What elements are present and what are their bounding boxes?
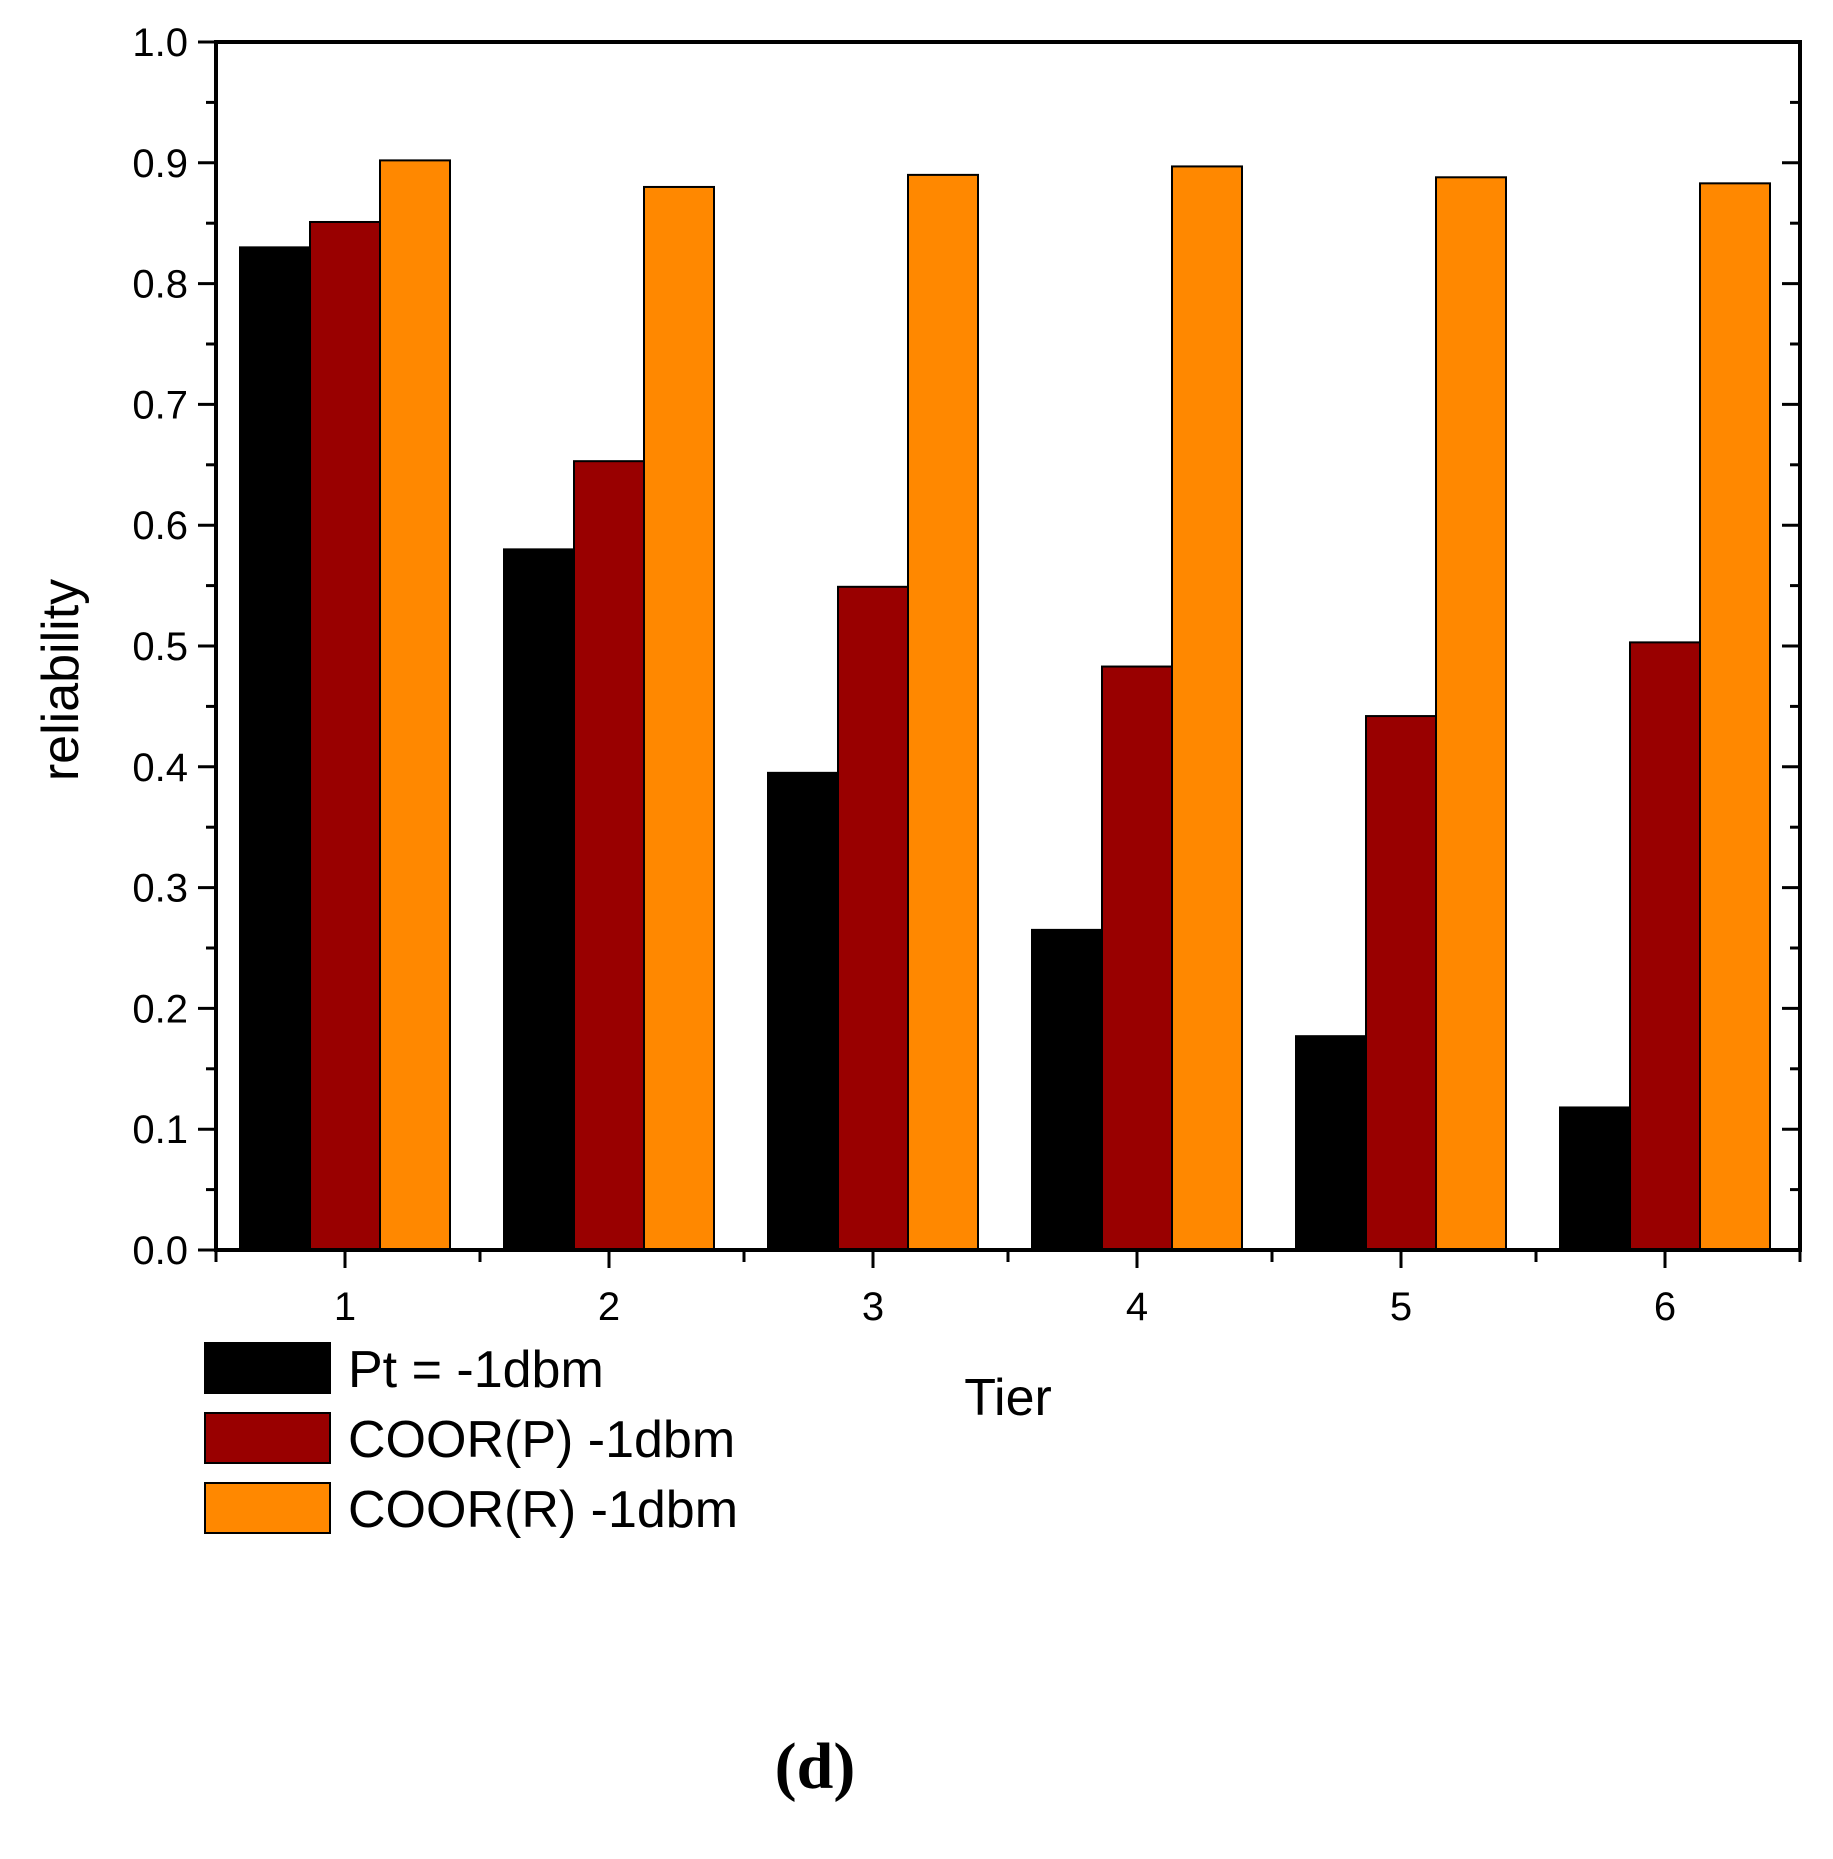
x-tick-label: 3: [862, 1285, 884, 1329]
y-tick-label: 0.0: [132, 1229, 188, 1273]
x-tick-label: 6: [1654, 1285, 1676, 1329]
bar-series-3-tier-6: [1699, 182, 1771, 1251]
y-tick-label: 0.5: [132, 625, 188, 669]
bar-series-2-tier-2: [573, 460, 645, 1251]
bar-series-1-tier-3: [767, 771, 839, 1252]
bar-series-3-tier-5: [1435, 176, 1507, 1251]
bar-series-1-tier-5: [1295, 1035, 1367, 1251]
y-tick-label: 0.3: [132, 867, 188, 911]
y-tick-label: 0.6: [132, 504, 188, 548]
bar-series-3-tier-3: [907, 173, 979, 1251]
legend-swatch-series-3: [204, 1482, 331, 1534]
legend-label-series-1: Pt = -1dbm: [348, 1341, 604, 1399]
bar-series-3-tier-4: [1171, 165, 1243, 1252]
bar-series-2-tier-1: [309, 220, 381, 1252]
legend-label-series-2: COOR(P) -1dbm: [348, 1411, 735, 1469]
bar-series-1-tier-4: [1031, 928, 1103, 1251]
y-axis-title: reliability: [32, 579, 90, 781]
bar-series-1-tier-2: [503, 548, 575, 1251]
y-tick-label: 0.1: [132, 1108, 188, 1152]
bar-series-2-tier-3: [837, 585, 909, 1251]
x-tick-label: 4: [1126, 1285, 1148, 1329]
panel-label: (d): [775, 1730, 856, 1803]
y-tick-label: 0.9: [132, 142, 188, 186]
bar-series-3-tier-2: [643, 185, 715, 1252]
x-tick-label: 2: [598, 1285, 620, 1329]
bar-series-2-tier-4: [1101, 665, 1173, 1251]
bar-series-2-tier-5: [1365, 715, 1437, 1251]
bar-series-3-tier-1: [379, 159, 451, 1251]
legend-swatch-series-1: [204, 1342, 331, 1394]
legend: Pt = -1dbm COOR(P) -1dbm COOR(R) -1dbm: [204, 1341, 738, 1539]
bar-series-2-tier-6: [1629, 641, 1701, 1251]
ticks-layer: 0.0 0.1 0.2 0.3 0.4 0.5 0.6 0.7 0.8 0.9 1.0 1 2 3 4 5 6: [132, 21, 1802, 1329]
legend-label-series-3: COOR(R) -1dbm: [348, 1481, 738, 1539]
x-tick-label: 5: [1390, 1285, 1412, 1329]
y-tick-label: 0.8: [132, 263, 188, 307]
y-tick-label: 0.2: [132, 987, 188, 1031]
axes-layer: [214, 40, 1802, 1252]
legend-swatch-series-2: [204, 1412, 331, 1464]
y-tick-label: 1.0: [132, 21, 188, 65]
bar-series-1-tier-6: [1559, 1106, 1631, 1252]
y-tick-label: 0.7: [132, 383, 188, 427]
x-tick-label: 1: [334, 1285, 356, 1329]
bars-layer: [239, 159, 1771, 1252]
x-axis-title: Tier: [964, 1369, 1052, 1427]
plot-frame: [214, 40, 1802, 1252]
y-tick-label: 0.4: [132, 746, 188, 790]
bar-series-1-tier-1: [239, 246, 311, 1252]
